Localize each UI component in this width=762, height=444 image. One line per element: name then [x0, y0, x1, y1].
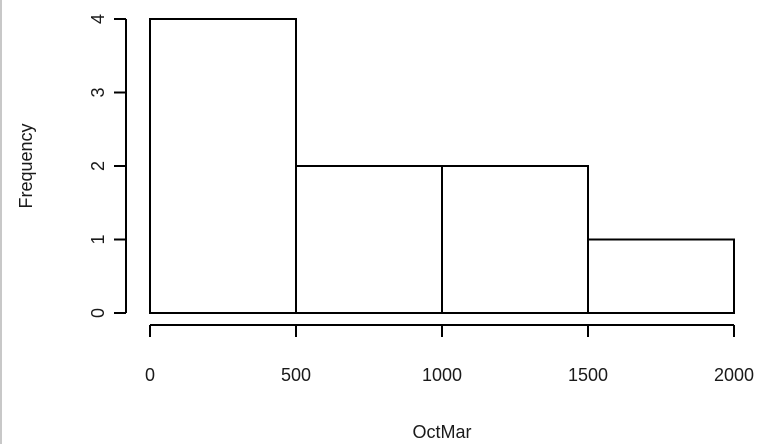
y-axis-title: Frequency — [16, 123, 36, 208]
histogram-bar-2 — [295, 165, 443, 314]
x-tick-label-1500: 1500 — [568, 365, 608, 385]
y-tick-label-0: 0 — [88, 308, 108, 318]
x-tick-label-1000: 1000 — [422, 365, 462, 385]
histogram-bar-4 — [587, 238, 735, 314]
x-tick-label-0: 0 — [145, 365, 155, 385]
y-axis: 0 1 2 3 4 — [88, 14, 127, 318]
y-tick-label-2: 2 — [88, 161, 108, 171]
bars-group — [149, 18, 735, 314]
histogram-bar-1 — [149, 18, 297, 314]
x-axis-title: OctMar — [412, 422, 471, 442]
x-tick-label-2000: 2000 — [714, 365, 754, 385]
y-tick-label-4: 4 — [88, 14, 108, 24]
x-tick-label-500: 500 — [281, 365, 311, 385]
y-tick-label-3: 3 — [88, 87, 108, 97]
histogram-bar-3 — [441, 165, 589, 314]
x-axis: 0 500 1000 1500 2000 — [145, 324, 754, 385]
y-tick-label-1: 1 — [88, 234, 108, 244]
